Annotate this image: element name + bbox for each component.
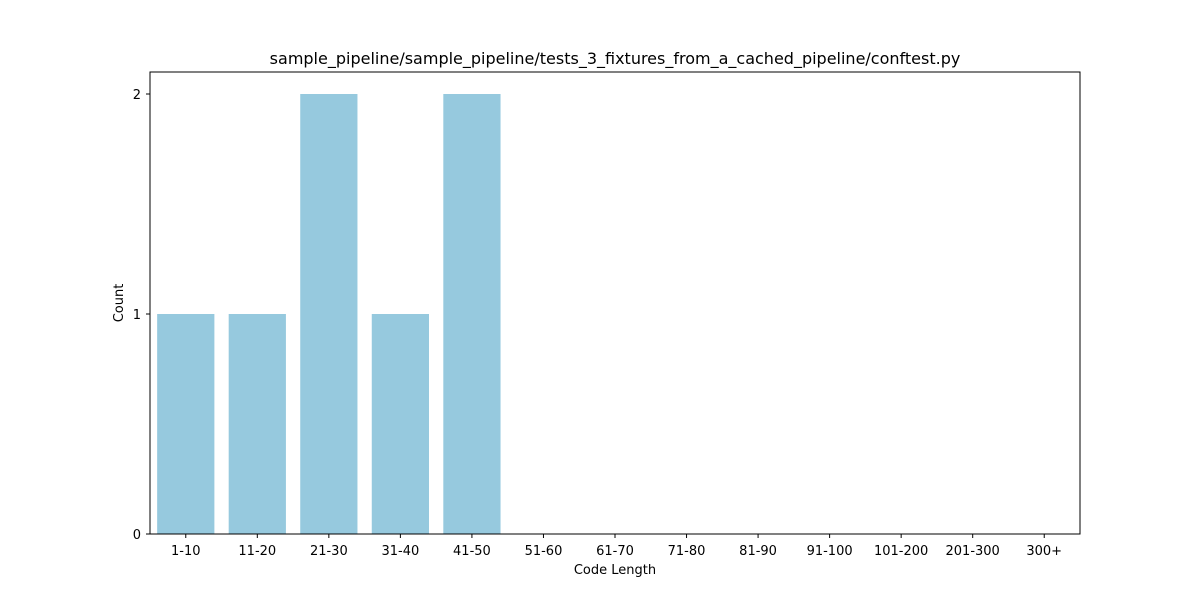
y-tick-label: 2 xyxy=(133,88,141,103)
bar-1-10 xyxy=(157,314,215,534)
x-axis-ticks: 1-10 11-20 21-30 31-40 41-50 51-60 61-70 71-80 8… xyxy=(171,534,1062,559)
bar-31-40 xyxy=(371,314,429,534)
bars-layer xyxy=(157,94,501,534)
x-tick-label: 61-70 xyxy=(596,544,634,559)
x-tick-label: 11-20 xyxy=(238,544,276,559)
x-tick-label: 81-90 xyxy=(739,544,777,559)
x-tick-label: 51-60 xyxy=(525,544,563,559)
bar-41-50 xyxy=(443,94,501,534)
bar-11-20 xyxy=(228,314,286,534)
x-tick-label: 91-100 xyxy=(807,544,853,559)
x-tick-label: 71-80 xyxy=(668,544,706,559)
x-tick-label: 31-40 xyxy=(381,544,419,559)
x-tick-label: 1-10 xyxy=(171,544,201,559)
y-tick-label: 1 xyxy=(133,308,141,323)
x-tick-label: 21-30 xyxy=(310,544,348,559)
x-tick-label: 201-300 xyxy=(946,544,1000,559)
y-tick-label: 0 xyxy=(133,528,141,543)
x-tick-label: 300+ xyxy=(1026,544,1062,559)
x-axis-label: Code Length xyxy=(574,563,656,578)
chart-title: sample_pipeline/sample_pipeline/tests_3_… xyxy=(270,49,961,69)
bar-21-30 xyxy=(300,94,358,534)
x-tick-label: 41-50 xyxy=(453,544,491,559)
x-tick-label: 101-200 xyxy=(874,544,928,559)
y-axis-ticks: 0 1 2 xyxy=(133,88,150,543)
y-axis-label: Count xyxy=(112,284,127,323)
plot-frame xyxy=(149,71,1081,535)
